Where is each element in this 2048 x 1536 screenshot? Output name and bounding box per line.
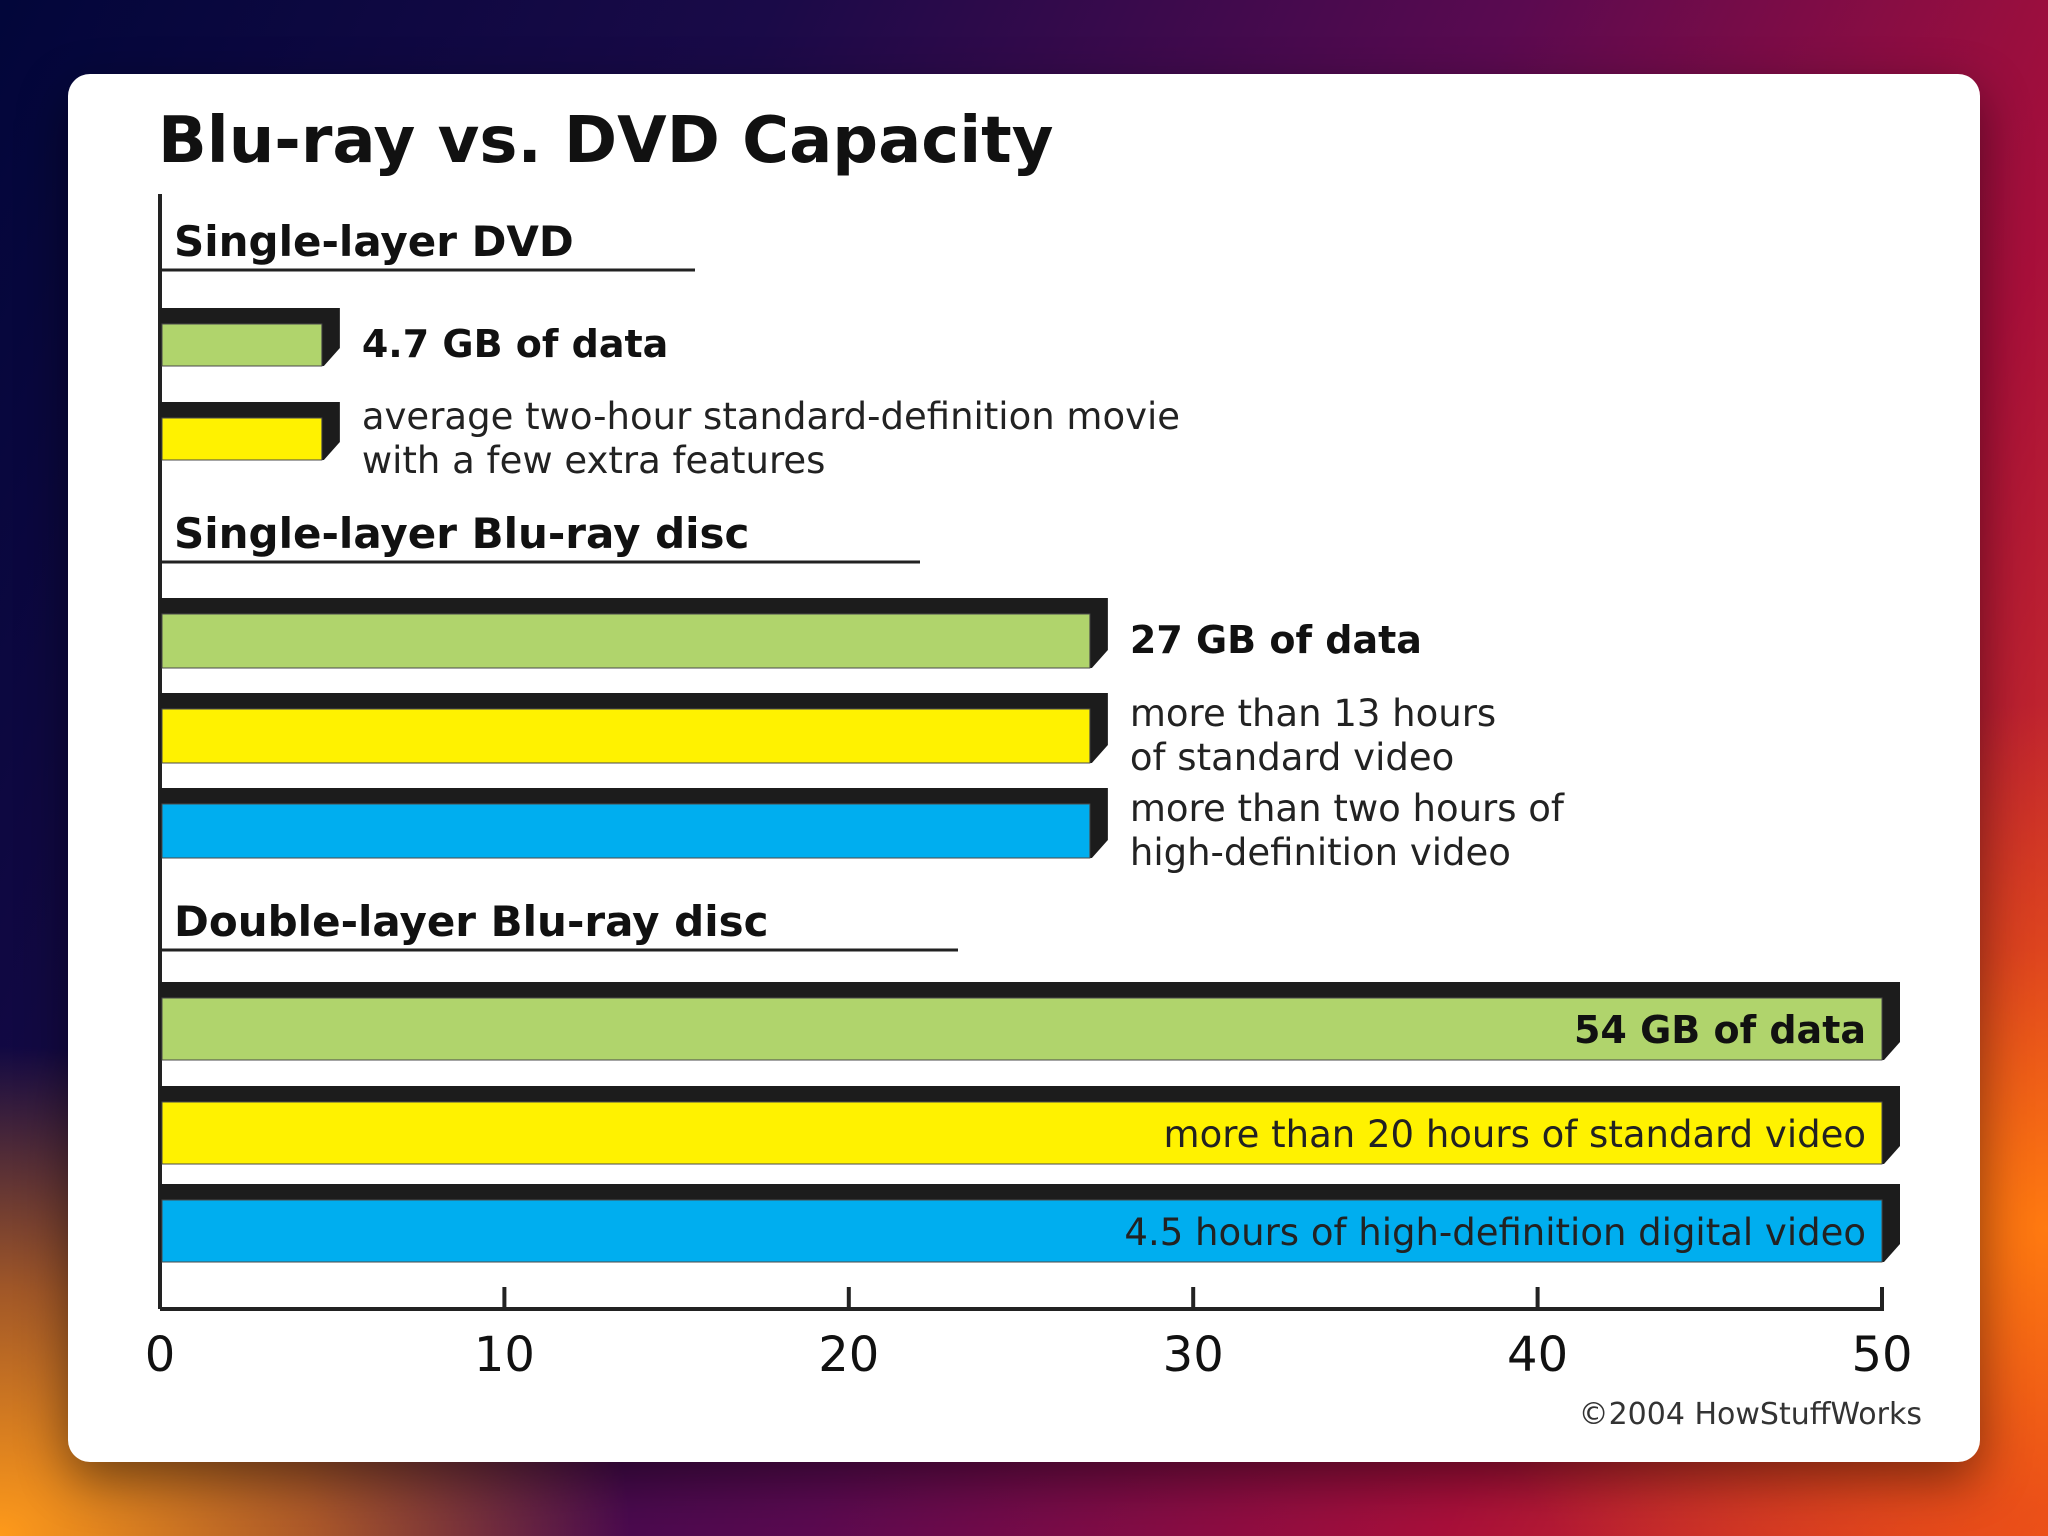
data-bar [161, 708, 1091, 764]
bar-label: 27 GB of data [1130, 618, 1422, 662]
data-bar [161, 1199, 1883, 1263]
copyright-credit: ©2004 HowStuffWorks [1579, 1397, 1922, 1432]
data-bar [161, 803, 1091, 859]
data-bar [161, 997, 1883, 1061]
chart-card: Blu-ray vs. DVD Capacity 0 10 20 30 40 50 Sing… [68, 74, 1980, 1462]
bar-label: of standard video [1130, 736, 1454, 779]
bar-label: 4.7 GB of data [362, 322, 668, 366]
bar-label: more than 20 hours of standard video [1164, 1113, 1866, 1156]
bar-label: more than two hours of [1130, 787, 1565, 830]
x-tick-label: 10 [474, 1327, 535, 1383]
capacity-chart: Blu-ray vs. DVD Capacity 0 10 20 30 40 50 Sing… [145, 104, 1922, 1432]
x-tick-label: 40 [1507, 1327, 1568, 1383]
group-title: Single-layer Blu-ray disc [174, 509, 749, 558]
x-tick-label: 30 [1163, 1327, 1224, 1383]
data-bar [161, 1101, 1883, 1165]
group-title: Single-layer DVD [174, 217, 574, 266]
bar-label: more than 13 hours [1130, 692, 1496, 735]
bar-label: 54 GB of data [1574, 1008, 1866, 1052]
bar-label: high-definition video [1130, 831, 1511, 874]
group-title: Double-layer Blu-ray disc [174, 897, 769, 946]
chart-title: Blu-ray vs. DVD Capacity [158, 104, 1053, 178]
x-tick-label: 0 [145, 1327, 176, 1383]
bar-label: average two-hour standard-definition mov… [362, 395, 1180, 438]
x-tick-label: 50 [1851, 1327, 1912, 1383]
x-tick-label: 20 [818, 1327, 879, 1383]
data-bar [161, 613, 1091, 669]
bar-label: 4.5 hours of high-definition digital vid… [1124, 1211, 1866, 1254]
chart-body: 0 10 20 30 40 50 Single-layer DVD 4.7 GB of dat… [145, 194, 1913, 1383]
data-bar [161, 417, 323, 461]
data-bar [161, 323, 323, 367]
bar-label: with a few extra features [362, 439, 826, 482]
